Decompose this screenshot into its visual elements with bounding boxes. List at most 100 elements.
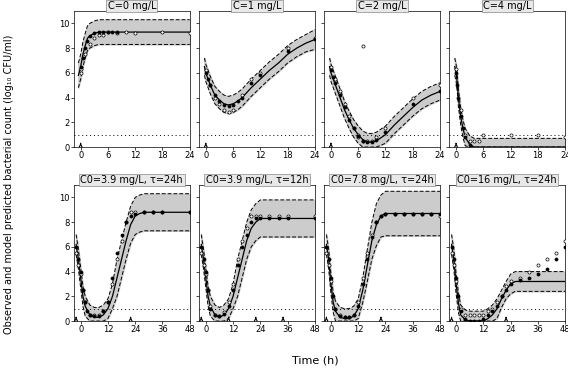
Point	[112, 30, 122, 36]
Point	[103, 300, 112, 306]
Point	[78, 287, 87, 293]
Point	[324, 262, 333, 268]
Point	[408, 94, 417, 100]
Point	[452, 275, 461, 281]
Point	[78, 287, 87, 293]
Point	[197, 250, 206, 256]
Point	[201, 269, 210, 275]
Point	[256, 215, 265, 221]
Point	[126, 213, 135, 219]
Point	[408, 211, 417, 217]
Point	[331, 306, 340, 312]
Point	[210, 312, 219, 318]
Point	[458, 125, 467, 131]
Point	[94, 32, 103, 38]
Point	[85, 41, 94, 47]
Point	[81, 51, 90, 57]
Point	[372, 219, 381, 225]
Point	[492, 300, 502, 306]
Point	[474, 318, 483, 324]
Point	[81, 45, 90, 51]
Point	[552, 256, 561, 262]
Point	[417, 211, 427, 217]
Point	[122, 219, 131, 225]
Point	[117, 238, 126, 244]
Point	[497, 293, 506, 299]
Point	[336, 313, 345, 319]
Point	[90, 312, 99, 318]
Point	[224, 303, 233, 309]
Point	[436, 82, 445, 88]
Point	[506, 279, 515, 284]
Point	[367, 234, 377, 240]
Point	[456, 107, 465, 113]
Point	[158, 209, 167, 215]
Point	[533, 271, 542, 277]
Point	[417, 211, 427, 217]
Point	[367, 138, 377, 144]
Point	[149, 209, 158, 215]
Text: Time (h): Time (h)	[292, 355, 339, 365]
Point	[201, 70, 210, 76]
Title: C0=16 mg/L, τ=24h: C0=16 mg/L, τ=24h	[457, 175, 557, 185]
Point	[461, 132, 470, 138]
Title: C=1 mg/L: C=1 mg/L	[233, 1, 281, 11]
Point	[363, 250, 372, 256]
Point	[399, 211, 408, 217]
Point	[99, 308, 108, 314]
Point	[237, 92, 247, 98]
Point	[561, 244, 568, 250]
Point	[247, 219, 256, 225]
Point	[363, 256, 372, 262]
Title: C=0 mg/L: C=0 mg/L	[107, 1, 156, 11]
Point	[474, 312, 483, 318]
Point	[233, 256, 242, 262]
Point	[210, 312, 219, 318]
Point	[90, 35, 99, 41]
Point	[479, 315, 488, 321]
Point	[447, 250, 456, 256]
Point	[331, 80, 340, 86]
Point	[81, 300, 90, 306]
Point	[265, 213, 274, 219]
Point	[454, 293, 463, 299]
Point	[465, 142, 474, 148]
Point	[470, 318, 479, 324]
Point	[502, 287, 511, 293]
Point	[140, 209, 149, 215]
Point	[327, 275, 336, 281]
Point	[274, 215, 283, 221]
Point	[131, 209, 140, 215]
Point	[251, 215, 260, 221]
Point	[381, 129, 390, 135]
Point	[381, 125, 390, 131]
Point	[533, 262, 542, 268]
Point	[452, 70, 461, 76]
Point	[322, 250, 331, 256]
Point	[283, 213, 292, 219]
Point	[436, 213, 445, 219]
Point	[247, 80, 256, 86]
Point	[131, 30, 140, 36]
Point	[427, 211, 436, 217]
Point	[390, 211, 399, 217]
Point	[488, 308, 497, 314]
Point	[515, 277, 524, 283]
Point	[367, 232, 377, 238]
Point	[122, 219, 131, 225]
Point	[349, 312, 358, 318]
Point	[358, 138, 367, 144]
Point	[492, 303, 502, 309]
Point	[367, 139, 377, 145]
Point	[447, 244, 456, 250]
Point	[140, 209, 149, 215]
Point	[533, 132, 542, 138]
Point	[354, 132, 363, 138]
Point	[336, 92, 345, 98]
Point	[327, 68, 336, 73]
Point	[436, 211, 445, 217]
Point	[215, 101, 224, 107]
Point	[203, 76, 212, 82]
Point	[206, 82, 215, 88]
Point	[215, 313, 224, 319]
